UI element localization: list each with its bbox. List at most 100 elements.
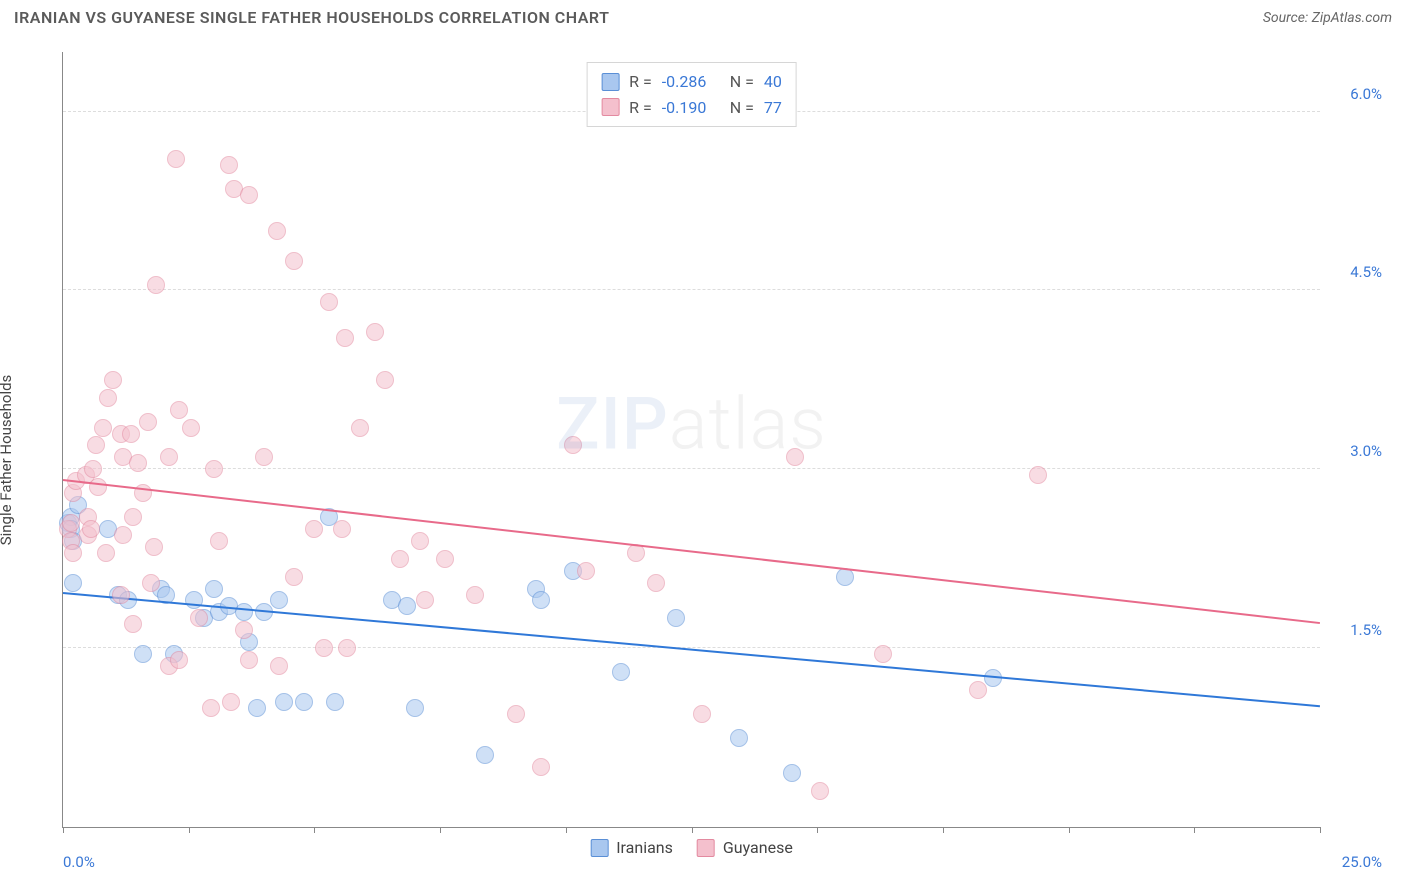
legend-n-label: N =: [730, 95, 754, 121]
trend-line: [63, 479, 1320, 624]
data-point: [647, 574, 665, 592]
data-point: [969, 681, 987, 699]
legend-swatch: [601, 98, 619, 116]
x-tick: [314, 827, 315, 833]
data-point: [124, 508, 142, 526]
data-point: [185, 591, 203, 609]
data-point: [202, 699, 220, 717]
series-name: Iranians: [616, 838, 673, 857]
data-point: [268, 222, 286, 240]
y-tick-label: 6.0%: [1328, 85, 1382, 103]
legend-r-value: -0.286: [662, 69, 720, 95]
data-point: [398, 597, 416, 615]
legend-swatch: [590, 839, 608, 857]
data-point: [295, 693, 313, 711]
source-label: Source: ZipAtlas.com: [1263, 10, 1392, 26]
data-point: [64, 544, 82, 562]
data-point: [205, 580, 223, 598]
data-point: [104, 371, 122, 389]
series-legend: Iranians Guyanese: [590, 838, 793, 857]
data-point: [436, 550, 454, 568]
series-name: Guyanese: [723, 838, 793, 857]
data-point: [874, 645, 892, 663]
data-point: [240, 186, 258, 204]
data-point: [391, 550, 409, 568]
x-tick: [1320, 827, 1321, 833]
data-point: [222, 693, 240, 711]
x-tick: [440, 827, 441, 833]
x-tick: [1069, 827, 1070, 833]
legend-r-label: R =: [629, 95, 652, 121]
data-point: [532, 591, 550, 609]
data-point: [94, 419, 112, 437]
x-tick: [817, 827, 818, 833]
chart-title: IRANIAN VS GUYANESE SINGLE FATHER HOUSEH…: [14, 8, 609, 27]
data-point: [99, 389, 117, 407]
data-point: [160, 448, 178, 466]
data-point: [320, 293, 338, 311]
series-legend-item: Guyanese: [697, 838, 793, 857]
legend-n-value: 40: [764, 69, 782, 95]
data-point: [336, 329, 354, 347]
legend-n-label: N =: [730, 69, 754, 95]
x-tick: [63, 827, 64, 833]
plot-area: ZIPatlas R =-0.286N =40R =-0.190N =77 Ir…: [62, 52, 1320, 828]
legend-swatch: [601, 73, 619, 91]
data-point: [315, 639, 333, 657]
data-point: [82, 520, 100, 538]
data-point: [270, 657, 288, 675]
data-point: [416, 591, 434, 609]
data-point: [220, 156, 238, 174]
legend-row: R =-0.190N =77: [601, 95, 782, 121]
data-point: [476, 746, 494, 764]
data-point: [87, 436, 105, 454]
data-point: [114, 526, 132, 544]
data-point: [124, 615, 142, 633]
data-point: [326, 693, 344, 711]
chart-header: IRANIAN VS GUYANESE SINGLE FATHER HOUSEH…: [0, 0, 1406, 31]
data-point: [507, 705, 525, 723]
legend-n-value: 77: [764, 95, 782, 121]
y-axis-label: Single Father Households: [0, 375, 15, 546]
data-point: [577, 562, 595, 580]
data-point: [240, 651, 258, 669]
data-point: [210, 532, 228, 550]
data-point: [564, 436, 582, 454]
source-link[interactable]: ZipAtlas.com: [1312, 10, 1392, 26]
data-point: [532, 758, 550, 776]
x-tick: [189, 827, 190, 833]
x-tick: [1194, 827, 1195, 833]
data-point: [167, 150, 185, 168]
data-point: [366, 323, 384, 341]
data-point: [730, 729, 748, 747]
correlation-legend: R =-0.286N =40R =-0.190N =77: [586, 62, 797, 127]
data-point: [170, 401, 188, 419]
data-point: [205, 460, 223, 478]
x-tick: [692, 827, 693, 833]
data-point: [122, 425, 140, 443]
data-point: [190, 609, 208, 627]
data-point: [89, 478, 107, 496]
data-point: [97, 544, 115, 562]
data-point: [285, 568, 303, 586]
y-tick-label: 1.5%: [1328, 621, 1382, 639]
data-point: [134, 645, 152, 663]
data-point: [84, 460, 102, 478]
data-point: [466, 586, 484, 604]
chart-container: Single Father Households ZIPatlas R =-0.…: [14, 42, 1392, 878]
data-point: [667, 609, 685, 627]
data-point: [786, 448, 804, 466]
legend-r-label: R =: [629, 69, 652, 95]
data-point: [147, 276, 165, 294]
data-point: [142, 574, 160, 592]
series-legend-item: Iranians: [590, 838, 673, 857]
legend-swatch: [697, 839, 715, 857]
data-point: [255, 448, 273, 466]
data-point: [338, 639, 356, 657]
data-point: [305, 520, 323, 538]
data-point: [783, 764, 801, 782]
data-point: [612, 663, 630, 681]
data-point: [275, 693, 293, 711]
data-point: [112, 586, 130, 604]
data-point: [351, 419, 369, 437]
